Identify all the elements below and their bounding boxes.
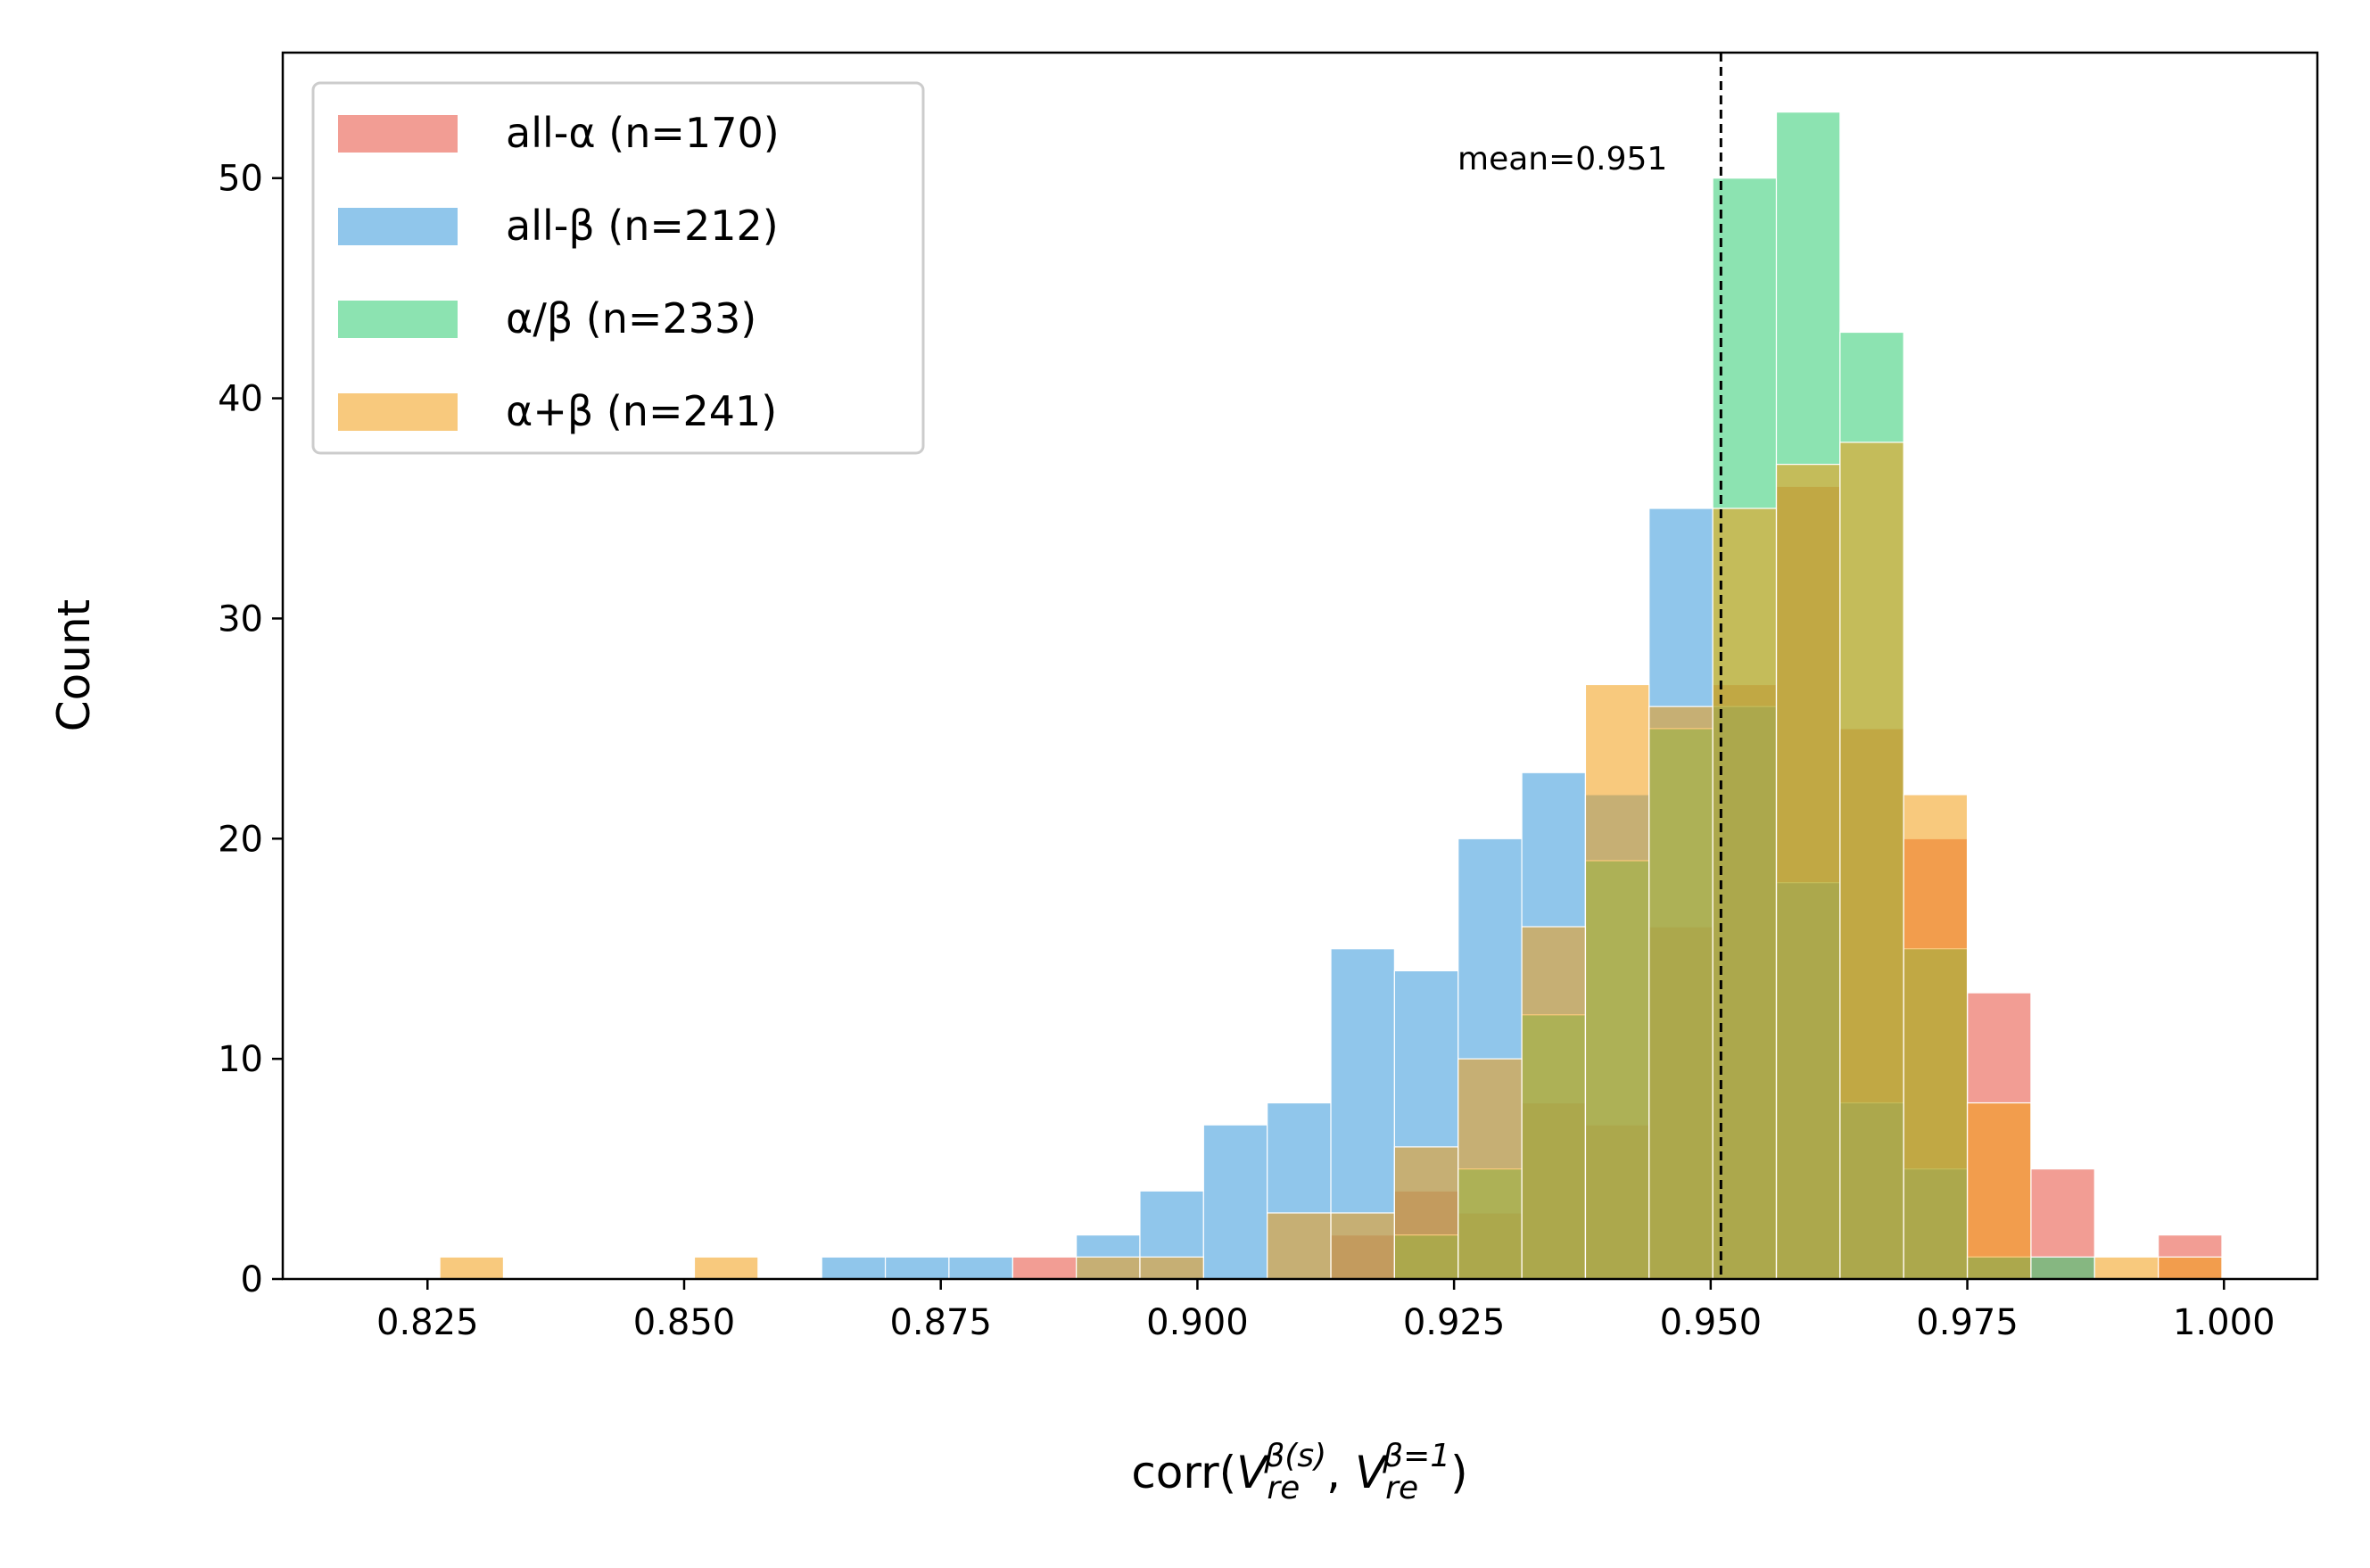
annotation: mean=0.951 [1458, 141, 1667, 177]
bar [1139, 1256, 1204, 1280]
x-axis-label-part: ) [1450, 1447, 1468, 1498]
bar [1076, 1256, 1141, 1280]
bar [1712, 508, 1778, 1280]
x-tick-label: 1.000 [2173, 1302, 2275, 1343]
bar [1775, 464, 1841, 1280]
bar [1966, 1102, 2032, 1280]
bar [2158, 1256, 2223, 1280]
bar [2093, 1256, 2159, 1280]
x-axis-label-part: V [1355, 1447, 1389, 1498]
y-tick-label: 0 [241, 1259, 263, 1300]
y-axis-label: Count [48, 599, 100, 732]
bar [884, 1256, 950, 1280]
x-tick-label: 0.825 [376, 1302, 479, 1343]
legend-label: α/β (n=233) [506, 294, 756, 342]
bar [1393, 1146, 1459, 1280]
bar [1330, 1212, 1395, 1280]
bar [821, 1256, 887, 1280]
legend-label: all-β (n=212) [506, 202, 779, 250]
y-tick-label: 50 [218, 159, 263, 200]
bar [439, 1256, 505, 1280]
legend-box [311, 81, 925, 455]
legend-swatch [338, 208, 458, 245]
y-tick-label: 10 [218, 1039, 263, 1080]
x-tick-label: 0.850 [633, 1302, 736, 1343]
legend-swatch [338, 301, 458, 338]
y-tick-label: 40 [218, 379, 263, 420]
bar [1521, 926, 1587, 1280]
bar [948, 1256, 1013, 1280]
x-tick-label: 0.925 [1403, 1302, 1506, 1343]
x-axis-label-part: corr( [1131, 1447, 1236, 1498]
x-axis-label-part: re [1267, 1470, 1300, 1506]
y-tick-label: 20 [218, 819, 263, 860]
legend-label: α+β (n=241) [506, 387, 777, 435]
plot-frame [281, 51, 2319, 1281]
x-tick-label: 0.975 [1916, 1302, 2019, 1343]
legend-label: all-α (n=170) [506, 109, 780, 157]
bar [1584, 683, 1650, 1280]
bar [1267, 1212, 1332, 1280]
x-axis-label: corr(Vreβ(s), Vreβ=1) [1131, 1438, 1467, 1506]
x-axis-label-part: V [1236, 1447, 1270, 1498]
bar [2030, 1256, 2095, 1280]
bar [1458, 1058, 1523, 1280]
x-axis-label-part: β(s) [1263, 1438, 1326, 1474]
bar [1839, 442, 1904, 1280]
bar [1202, 1124, 1268, 1280]
x-tick-label: 0.875 [889, 1302, 992, 1343]
bar [1648, 706, 1714, 1280]
x-tick-label: 0.950 [1660, 1302, 1763, 1343]
legend-swatch [338, 115, 458, 153]
x-axis-label-part: β=1 [1382, 1438, 1450, 1474]
x-axis-label-part: re [1385, 1470, 1418, 1506]
bar [1012, 1256, 1078, 1280]
legend-swatch [338, 393, 458, 431]
x-tick-label: 0.900 [1146, 1302, 1249, 1343]
bar [1903, 794, 1969, 1280]
bar [693, 1256, 759, 1280]
x-axis-label-part: , [1326, 1447, 1355, 1498]
y-tick-label: 30 [218, 598, 263, 640]
